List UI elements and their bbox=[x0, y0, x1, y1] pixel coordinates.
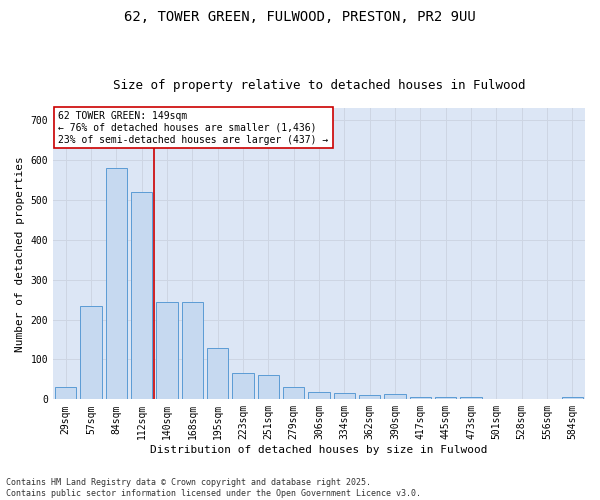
Text: 62, TOWER GREEN, FULWOOD, PRESTON, PR2 9UU: 62, TOWER GREEN, FULWOOD, PRESTON, PR2 9… bbox=[124, 10, 476, 24]
Bar bbox=[460, 396, 482, 400]
Bar bbox=[55, 388, 76, 400]
Bar bbox=[283, 388, 304, 400]
Bar bbox=[359, 394, 380, 400]
Bar bbox=[308, 392, 330, 400]
Bar bbox=[562, 398, 583, 400]
Bar bbox=[106, 168, 127, 400]
Bar bbox=[435, 397, 457, 400]
Bar bbox=[80, 306, 102, 400]
Bar bbox=[131, 192, 152, 400]
Bar bbox=[410, 396, 431, 400]
Bar bbox=[257, 374, 279, 400]
X-axis label: Distribution of detached houses by size in Fulwood: Distribution of detached houses by size … bbox=[150, 445, 488, 455]
Y-axis label: Number of detached properties: Number of detached properties bbox=[15, 156, 25, 352]
Title: Size of property relative to detached houses in Fulwood: Size of property relative to detached ho… bbox=[113, 79, 525, 92]
Bar bbox=[384, 394, 406, 400]
Text: Contains HM Land Registry data © Crown copyright and database right 2025.
Contai: Contains HM Land Registry data © Crown c… bbox=[6, 478, 421, 498]
Bar bbox=[207, 348, 229, 400]
Bar bbox=[334, 394, 355, 400]
Bar bbox=[232, 374, 254, 400]
Bar bbox=[156, 302, 178, 400]
Text: 62 TOWER GREEN: 149sqm
← 76% of detached houses are smaller (1,436)
23% of semi-: 62 TOWER GREEN: 149sqm ← 76% of detached… bbox=[58, 112, 329, 144]
Bar bbox=[182, 302, 203, 400]
